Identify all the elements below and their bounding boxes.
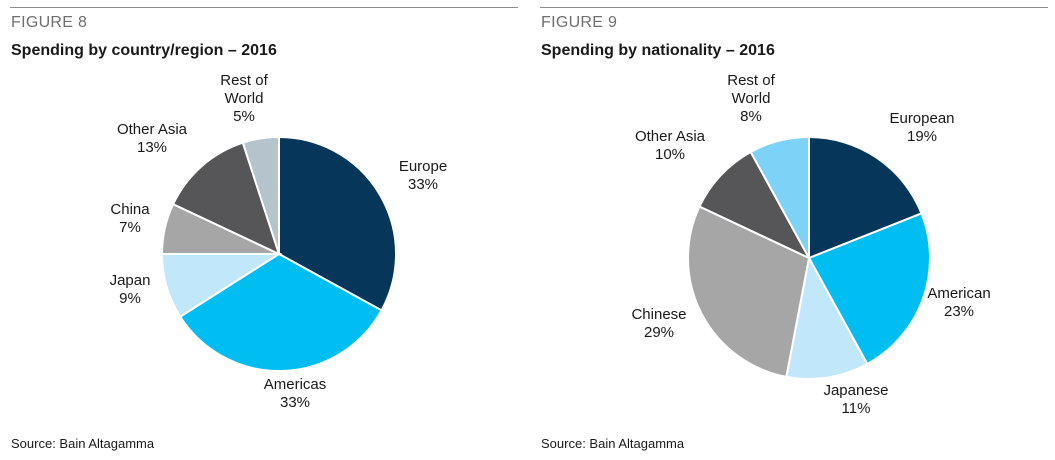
source-note: Source: Bain Altagamma — [11, 436, 155, 451]
figure-8-panel: FIGURE 8 Spending by country/region – 20… — [10, 0, 518, 460]
pie-chart-nationality: European 19% American 23% Japanese 11% Chinese… — [631, 72, 990, 417]
slice-label-japanese: Japanese 11% — [823, 382, 888, 417]
pie-slice-americas — [178, 252, 383, 373]
slice-label-americas: Americas 33% — [264, 376, 327, 411]
pie-slice-europe — [278, 135, 397, 312]
pie-chart-country-region: Europe 33% Americas 33% Japan 9% China 7% Other … — [110, 72, 448, 411]
slice-label-japan: Japan 9% — [110, 272, 151, 307]
chart-title: Spending by nationality – 2016 — [541, 42, 775, 59]
figure-9-panel: FIGURE 9 Spending by nationality – 2016 … — [540, 0, 1048, 460]
slice-label-european: European 19% — [889, 110, 954, 145]
pie-slice-chinese — [687, 205, 811, 379]
pie-slice-american — [807, 212, 931, 366]
slice-label-other-asia: Other Asia 10% — [635, 128, 706, 163]
figure-label: FIGURE 9 — [541, 14, 618, 31]
slice-label-american: American 23% — [927, 285, 990, 320]
slice-label-other-asia: Other Asia 13% — [117, 121, 188, 156]
source-note: Source: Bain Altagamma — [541, 436, 685, 451]
top-rule — [10, 7, 518, 8]
slice-label-europe: Europe 33% — [399, 158, 447, 193]
slice-label-rest-of-world: Rest of World 8% — [727, 72, 775, 125]
chart-title: Spending by country/region – 2016 — [11, 42, 277, 59]
pie-slice-other-asia — [171, 141, 281, 256]
pie-slice-rest-of-world — [241, 135, 280, 255]
slice-label-chinese: Chinese 29% — [631, 306, 686, 341]
pie-slice-japanese — [785, 255, 869, 380]
pie-slice-rest-of-world — [749, 135, 810, 259]
pie-slice-other-asia — [698, 150, 812, 261]
top-rule — [540, 7, 1048, 8]
slice-label-rest-of-world: Rest of World 5% — [220, 72, 268, 125]
slice-label-china: China 7% — [110, 201, 150, 236]
pie-slice-european — [808, 135, 923, 260]
figure-label: FIGURE 8 — [11, 14, 88, 31]
